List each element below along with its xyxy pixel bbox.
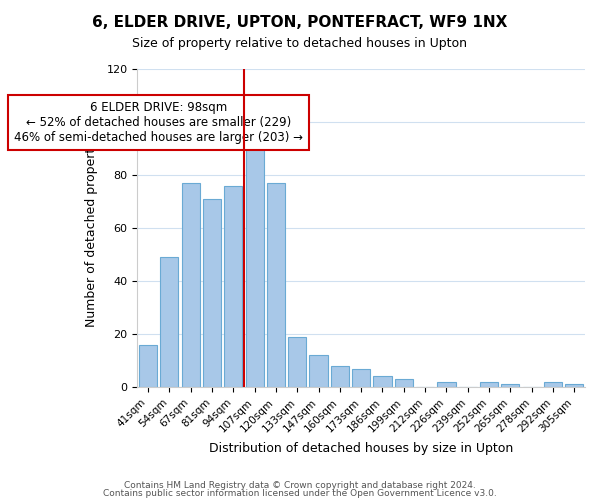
Bar [437,382,455,387]
Text: 6, ELDER DRIVE, UPTON, PONTEFRACT, WF9 1NX: 6, ELDER DRIVE, UPTON, PONTEFRACT, WF9 1… [92,15,508,30]
Bar [331,366,349,387]
Bar [502,384,520,387]
Bar [245,148,263,387]
Bar [288,336,306,387]
Bar [310,356,328,387]
Text: 6 ELDER DRIVE: 98sqm
← 52% of detached houses are smaller (229)
46% of semi-deta: 6 ELDER DRIVE: 98sqm ← 52% of detached h… [14,101,303,144]
Bar [352,368,370,387]
Bar [267,183,285,387]
Bar [565,384,583,387]
Bar [224,186,242,387]
Y-axis label: Number of detached properties: Number of detached properties [85,130,98,326]
Text: Size of property relative to detached houses in Upton: Size of property relative to detached ho… [133,38,467,51]
Bar [203,199,221,387]
Bar [182,183,200,387]
Bar [139,344,157,387]
Bar [395,379,413,387]
X-axis label: Distribution of detached houses by size in Upton: Distribution of detached houses by size … [209,442,514,455]
Bar [480,382,498,387]
Bar [544,382,562,387]
Bar [373,376,392,387]
Text: Contains HM Land Registry data © Crown copyright and database right 2024.: Contains HM Land Registry data © Crown c… [124,481,476,490]
Text: Contains public sector information licensed under the Open Government Licence v3: Contains public sector information licen… [103,488,497,498]
Bar [160,257,178,387]
